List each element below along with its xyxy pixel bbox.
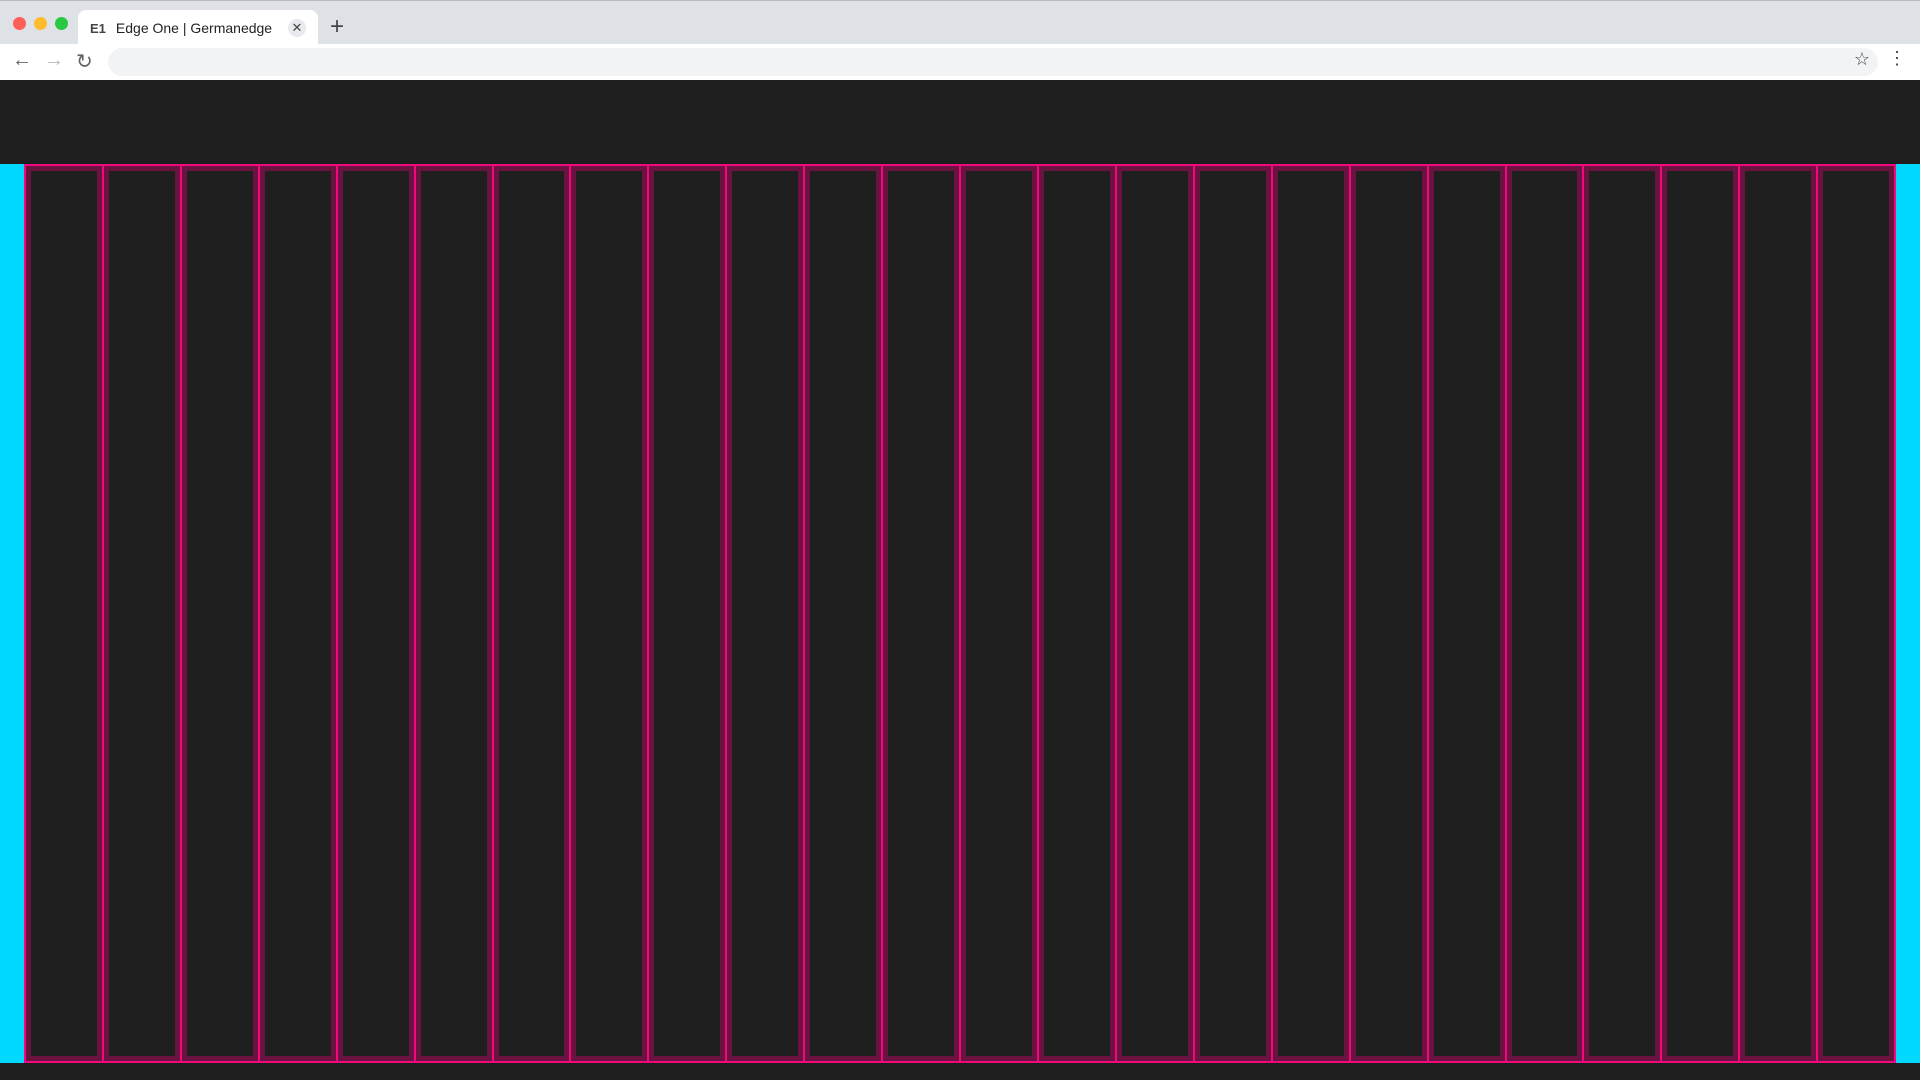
left-cyan-bar (0, 164, 24, 1063)
minimize-window-button[interactable] (34, 17, 47, 30)
grid-column (257, 166, 336, 1061)
grid-column (335, 166, 414, 1061)
grid-column (1504, 166, 1583, 1061)
grid-column (803, 166, 882, 1061)
grid-column (647, 166, 726, 1061)
toolbar: ← → ↻ ☆ ⋮ (0, 44, 1920, 81)
grid-column (179, 166, 258, 1061)
window-controls (13, 17, 68, 30)
grid-column (1738, 166, 1817, 1061)
grid-column (101, 166, 180, 1061)
grid-column (725, 166, 804, 1061)
page-content (0, 80, 1920, 1080)
grid-column (1348, 166, 1427, 1061)
grid-column (1426, 166, 1505, 1061)
address-bar[interactable] (108, 48, 1878, 76)
browser-chrome: E1 Edge One | Germanedge ✕ + ← → ↻ ☆ ⋮ (0, 0, 1920, 81)
right-cyan-bar (1896, 164, 1920, 1063)
maximize-window-button[interactable] (55, 17, 68, 30)
close-window-button[interactable] (13, 17, 26, 30)
back-icon[interactable]: ← (12, 49, 32, 71)
grid-column (959, 166, 1037, 1061)
reload-icon[interactable]: ↻ (76, 51, 93, 73)
menu-icon[interactable]: ⋮ (1888, 48, 1906, 68)
grid-column (569, 166, 648, 1061)
grid-column (1114, 166, 1193, 1061)
grid-column (26, 166, 102, 1061)
new-tab-button[interactable]: + (330, 13, 345, 40)
tab-title: Edge One | Germanedge (115, 20, 273, 36)
grid-column (1270, 166, 1349, 1061)
grid-column (1036, 166, 1115, 1061)
grid-column (881, 166, 960, 1061)
grid-column (1816, 166, 1895, 1061)
grid-column (413, 166, 492, 1061)
grid-column (1660, 166, 1739, 1061)
grid-column (1192, 166, 1271, 1061)
grid-column (491, 166, 570, 1061)
close-tab-icon[interactable]: ✕ (288, 19, 306, 37)
forward-icon[interactable]: → (44, 49, 64, 71)
bookmark-star-icon[interactable]: ☆ (1853, 49, 1870, 69)
favicon: E1 (90, 20, 106, 36)
grid-column (1582, 166, 1661, 1061)
browser-tab[interactable]: E1 Edge One | Germanedge ✕ (78, 10, 318, 46)
column-grid-overlay (24, 164, 1896, 1063)
